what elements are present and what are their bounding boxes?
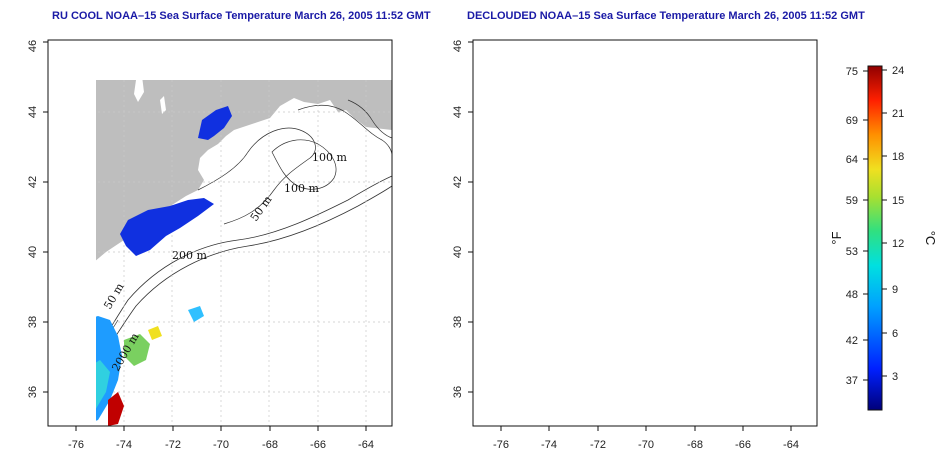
left-map-panel[interactable]: 100 m 100 m 50 m 200 m 50 m 2000 m -76 -… <box>27 39 393 451</box>
contour-label: 100 m <box>284 182 319 195</box>
lat-tick-label: 38 <box>27 316 39 328</box>
celsius-tick: 12 <box>892 238 904 250</box>
fahrenheit-tick: 42 <box>846 335 858 347</box>
celsius-tick: 18 <box>892 151 904 163</box>
color-bar: 75 69 64 59 53 48 42 37 24 21 18 15 12 9… <box>829 65 938 411</box>
lon-tick-label: -72 <box>165 439 181 451</box>
lat-tick-label: 36 <box>27 386 39 398</box>
lon-tick-label: -76 <box>493 439 509 451</box>
celsius-tick: 9 <box>892 284 898 296</box>
lon-tick-label: -74 <box>541 439 557 451</box>
map-frame <box>47 39 393 427</box>
contour-label: 200 m <box>172 249 207 262</box>
lat-tick-label: 44 <box>27 106 39 118</box>
fahrenheit-tick: 75 <box>846 66 858 78</box>
fahrenheit-tick: 59 <box>846 195 858 207</box>
lon-tick-label: -70 <box>213 439 229 451</box>
lon-tick-label: -68 <box>687 439 703 451</box>
lon-tick-label: -66 <box>735 439 751 451</box>
celsius-tick: 15 <box>892 195 904 207</box>
warm-water-patch <box>188 306 204 322</box>
celsius-unit-label: °C <box>923 231 938 246</box>
color-bar-gradient <box>867 65 883 411</box>
warm-water-patch <box>96 360 110 409</box>
lon-tick-label: -64 <box>783 439 799 451</box>
contour-label: 100 m <box>312 151 347 164</box>
fahrenheit-tick: 48 <box>846 289 858 301</box>
fahrenheit-tick: 53 <box>846 246 858 258</box>
celsius-tick: 3 <box>892 371 898 383</box>
map-frame <box>472 39 818 427</box>
cold-water-patch <box>198 106 232 140</box>
lon-tick-label: -70 <box>638 439 654 451</box>
lat-tick-label: 36 <box>452 386 464 398</box>
celsius-tick: 21 <box>892 108 904 120</box>
warm-water-patch <box>148 326 162 340</box>
right-map-panel[interactable]: 100 m 100 m 50 m 200 m 50 m 2000 m -76 -… <box>452 39 818 451</box>
fahrenheit-tick: 37 <box>846 375 858 387</box>
lon-tick-label: -76 <box>68 439 84 451</box>
lon-tick-label: -66 <box>310 439 326 451</box>
fahrenheit-unit-label: °F <box>829 231 844 244</box>
lon-tick-label: -74 <box>116 439 132 451</box>
lat-tick-label: 46 <box>452 40 464 52</box>
warm-water-patch <box>108 392 124 426</box>
lat-tick-label: 42 <box>452 176 464 188</box>
lat-tick-label: 38 <box>452 316 464 328</box>
right-map-title: DECLOUDED NOAA–15 Sea Surface Temperatur… <box>467 10 865 22</box>
fahrenheit-tick: 64 <box>846 154 858 166</box>
lon-tick-label: -64 <box>358 439 374 451</box>
lat-tick-label: 40 <box>452 246 464 258</box>
celsius-tick: 24 <box>892 65 904 77</box>
fahrenheit-tick: 69 <box>846 115 858 127</box>
lon-tick-label: -72 <box>590 439 606 451</box>
lat-tick-label: 44 <box>452 106 464 118</box>
lat-tick-label: 42 <box>27 176 39 188</box>
lat-tick-label: 46 <box>27 40 39 52</box>
cold-water-patch <box>120 198 214 256</box>
warm-water-patch <box>124 334 150 366</box>
left-map-title: RU COOL NOAA–15 Sea Surface Temperature … <box>52 10 431 22</box>
lon-tick-label: -68 <box>262 439 278 451</box>
celsius-tick: 6 <box>892 328 898 340</box>
lat-tick-label: 40 <box>27 246 39 258</box>
